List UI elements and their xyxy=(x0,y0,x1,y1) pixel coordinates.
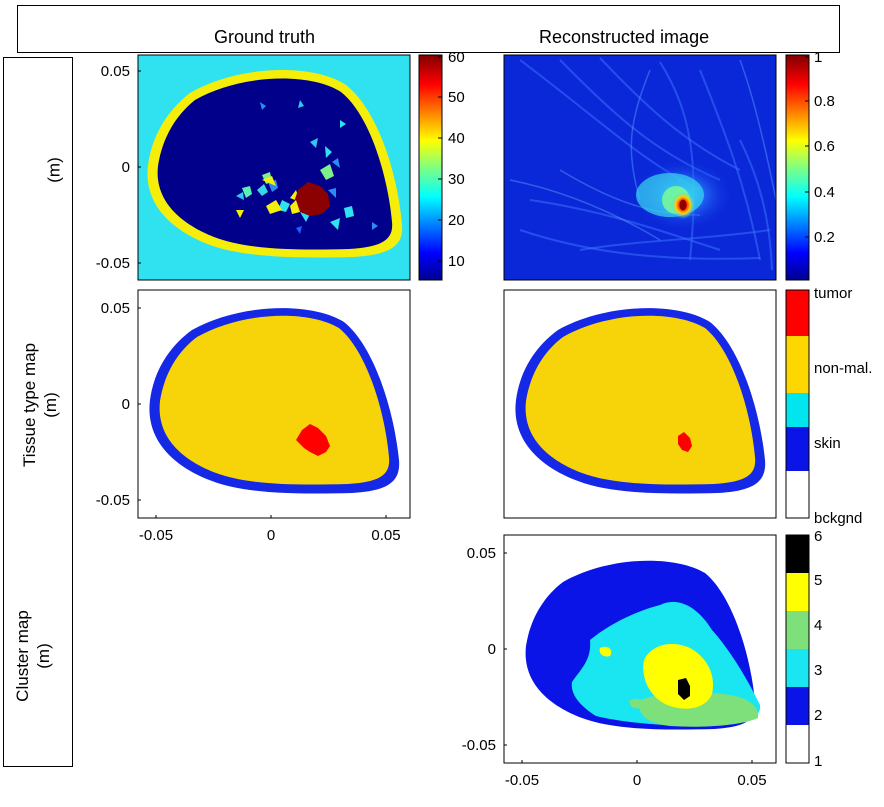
rec-cluster-region-5-speck xyxy=(599,646,612,657)
header-frame xyxy=(17,5,840,53)
rec-property-axes-box xyxy=(503,54,777,281)
gt-tissue-ytick-label: 0 xyxy=(122,396,130,413)
rec-cluster-ticks xyxy=(504,552,753,763)
rec-cluster-region-6 xyxy=(678,678,690,700)
gt-property-colorbar-label: 20 xyxy=(448,212,465,229)
rec-property-colorbar-label: 0.4 xyxy=(814,184,835,201)
row-label-frame xyxy=(3,57,73,767)
gt-property-colorbar-label: 10 xyxy=(448,253,465,270)
rec-cluster-panel: 0.05 0 -0.05 -0.05 0 0.05 6 5 4 3 2 1 xyxy=(462,528,823,789)
rec-cluster-ytick-label: 0 xyxy=(488,641,496,658)
rec-property-colorbar-ticks xyxy=(805,56,809,238)
rec-tissue-tumor xyxy=(678,432,692,452)
rec-tissue-interior xyxy=(525,315,756,485)
gt-tissue-yticks xyxy=(138,307,387,518)
gt-tissue-xtick-label: 0 xyxy=(267,527,275,544)
column-title-reconstructed: Reconstructed image xyxy=(539,27,710,47)
rec-property-colorbar xyxy=(785,54,810,281)
column-title-ground-truth: Ground truth xyxy=(214,27,316,47)
rec-cluster-region-4-speck xyxy=(629,698,644,709)
gt-property-tumor-rim xyxy=(290,200,300,214)
gt-property-ytick-label: 0 xyxy=(122,159,130,176)
rec-property-colorbar-label: 1 xyxy=(814,49,822,66)
rec-property-peak-core xyxy=(679,199,687,211)
gt-property-interior xyxy=(157,78,393,250)
rec-cluster-colorbar xyxy=(785,534,810,764)
rec-cluster-xtick-label: 0 xyxy=(633,772,641,789)
rec-property-colorbar-label: 0.6 xyxy=(814,138,835,155)
gt-property-ytick-label: 0.05 xyxy=(101,63,130,80)
rec-cluster-ytick-label: 0.05 xyxy=(467,545,496,562)
rec-cluster-colorbar-label: 2 xyxy=(814,707,822,724)
gt-property-colorbar-label: 30 xyxy=(448,171,465,188)
rec-cluster-colorbar-label: 5 xyxy=(814,572,822,589)
gt-tissue-panel: 0.05 0 -0.05 -0.05 0 0.05 xyxy=(96,289,411,544)
gt-tissue-xtick-label: 0.05 xyxy=(371,527,400,544)
gt-tissue-ytick-label: -0.05 xyxy=(96,492,130,509)
gt-tissue-tumor xyxy=(296,424,330,456)
gt-property-colorbar-ticks xyxy=(438,56,442,262)
gt-property-colorbar-label: 50 xyxy=(448,89,465,106)
gt-property-panel: 0.05 0 -0.05 60 50 40 30 20 10 xyxy=(96,49,465,281)
rec-property-panel: 1 0.8 0.6 0.4 0.2 xyxy=(503,49,835,281)
gt-property-colorbar-label: 40 xyxy=(448,130,465,147)
gt-property-colorbar-label: 60 xyxy=(448,49,465,66)
rec-cluster-xtick-label: 0.05 xyxy=(737,772,766,789)
rec-cluster-colorbar-label: 1 xyxy=(814,753,822,770)
gt-property-ytick-label: -0.05 xyxy=(96,255,130,272)
rec-tissue-colorbar-label: non-mal. xyxy=(814,360,872,377)
rec-cluster-ytick-label: -0.05 xyxy=(462,737,496,754)
gt-tissue-xtick-label: -0.05 xyxy=(139,527,173,544)
gt-property-tumor xyxy=(294,182,330,216)
rec-tissue-colorbar xyxy=(785,289,810,519)
rec-tissue-panel: tumor non-mal. skin bckgnd xyxy=(503,285,872,527)
rec-property-colorbar-label: 0.2 xyxy=(814,229,835,246)
gt-property-colorbar xyxy=(418,54,443,281)
rec-tissue-colorbar-label: skin xyxy=(814,435,841,452)
rec-cluster-colorbar-label: 3 xyxy=(814,662,822,679)
gt-tissue-interior xyxy=(159,315,390,485)
rec-cluster-colorbar-label: 4 xyxy=(814,617,822,634)
rec-tissue-colorbar-label: bckgnd xyxy=(814,510,862,527)
rec-cluster-xtick-label: -0.05 xyxy=(505,772,539,789)
gt-tissue-ytick-label: 0.05 xyxy=(101,300,130,317)
rec-cluster-region-5 xyxy=(643,644,714,709)
gt-property-yticks xyxy=(138,70,141,264)
rec-tissue-colorbar-label: tumor xyxy=(814,285,852,302)
rec-cluster-colorbar-label: 6 xyxy=(814,528,822,545)
rec-property-colorbar-label: 0.8 xyxy=(814,93,835,110)
